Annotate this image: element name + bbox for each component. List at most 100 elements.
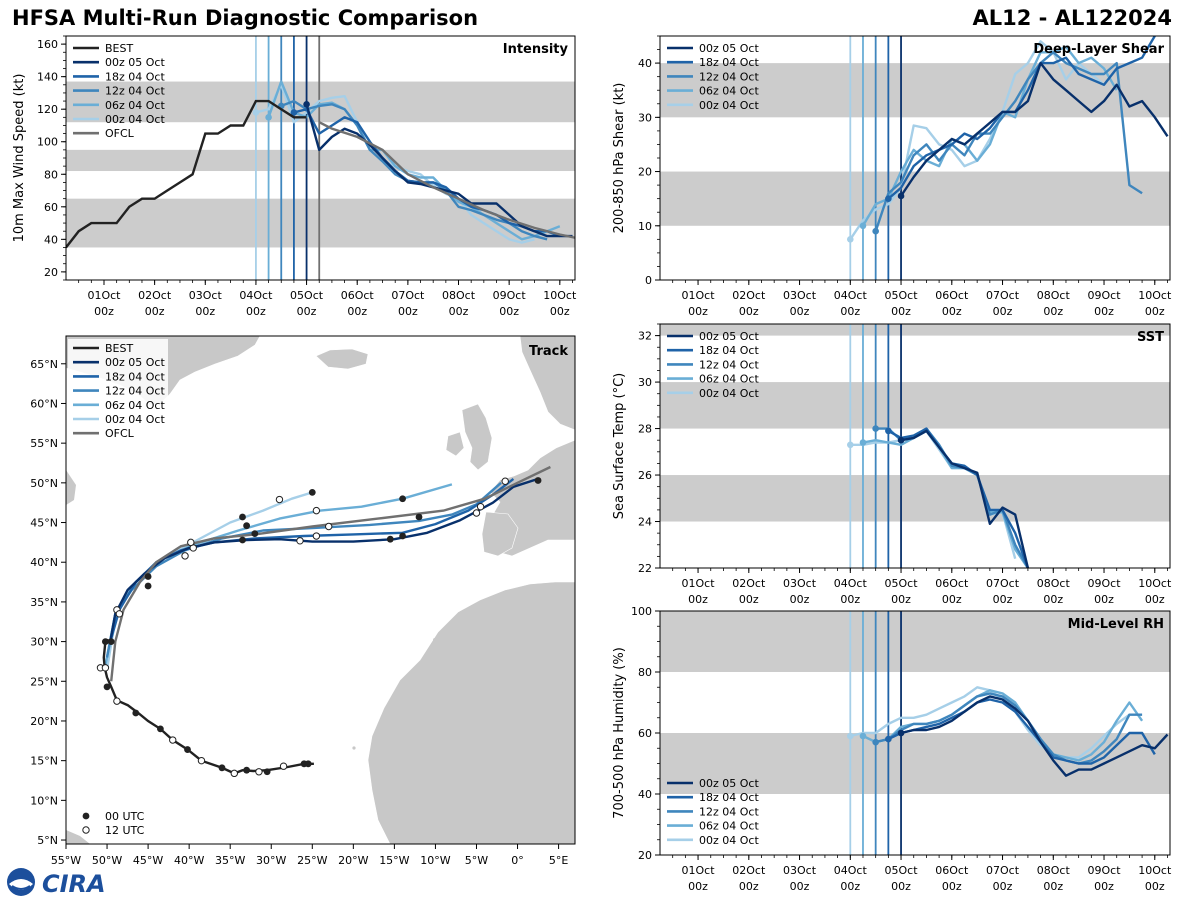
track-ytick-label: 15°N bbox=[30, 755, 58, 768]
sst-frame bbox=[659, 323, 1171, 569]
rh-start-point-4 bbox=[846, 732, 854, 740]
shear-xtick-hour: 00z bbox=[993, 305, 1013, 318]
track-x-axis: 55°W 50°W 45°W 40°W 35°W 30°W 25°W 20°W 15°W 10°W… bbox=[51, 844, 568, 867]
intensity-ytick-label: 140 bbox=[37, 71, 58, 84]
rh-xtick-date: 07Oct bbox=[986, 864, 1020, 877]
shear-xtick-hour: 00z bbox=[1145, 305, 1165, 318]
sst-xtick-hour: 00z bbox=[1145, 593, 1165, 606]
track-point-00utc bbox=[132, 709, 140, 717]
track-panel-title: Track bbox=[529, 344, 568, 359]
newfoundland-land bbox=[66, 470, 76, 505]
rh-y-axis: 20 40 60 80 100 bbox=[631, 605, 660, 862]
sst-legend-label: 18z 04 Oct bbox=[699, 344, 759, 357]
shear-line-18z-04-Oct bbox=[887, 36, 1156, 200]
sst-band-1 bbox=[660, 382, 1170, 429]
rh-line-12z-04-Oct bbox=[875, 692, 1143, 765]
intensity-ofcl-line-series bbox=[318, 121, 575, 239]
track-ytick-label: 10°N bbox=[30, 794, 58, 807]
shear-xtick-hour: 00z bbox=[942, 305, 962, 318]
sst-legend-label: 00z 04 Oct bbox=[699, 387, 759, 400]
track-legend-label: OFCL bbox=[105, 427, 135, 440]
rh-xtick-date: 10Oct bbox=[1138, 864, 1172, 877]
shear-band-0 bbox=[660, 171, 1170, 226]
rh-ytick-label: 40 bbox=[638, 788, 652, 801]
rh-xtick-hour: 00z bbox=[688, 880, 708, 893]
sst-start-point-2 bbox=[872, 425, 879, 432]
intensity-y-axis: 20 40 60 80 100 120 140 160 bbox=[37, 35, 66, 281]
rh-legend-label: 00z 05 Oct bbox=[699, 777, 759, 790]
track-xtick-label: 50°W bbox=[92, 854, 122, 867]
shear-x-axis: 01Oct 00z 02Oct 00z 03Oct 00z 04Oct 00z 05Oct 00z… bbox=[672, 280, 1172, 318]
intensity-xtick-hour: 00z bbox=[499, 305, 519, 318]
intensity-ytick-label: 100 bbox=[37, 136, 58, 149]
track-point-12utc bbox=[169, 736, 177, 744]
track-point-00utc bbox=[102, 638, 109, 645]
track-xtick-label: 15°W bbox=[379, 854, 409, 867]
track-ytick-label: 40°N bbox=[30, 556, 58, 569]
rh-start-point-1 bbox=[885, 735, 892, 743]
track-point-00utc bbox=[103, 683, 111, 691]
intensity-ytick-label: 160 bbox=[37, 38, 58, 51]
track-point-00utc bbox=[415, 513, 423, 521]
sst-bands bbox=[660, 324, 1170, 522]
sst-band-2 bbox=[660, 324, 1170, 336]
shear-legend-label: 18z 04 Oct bbox=[699, 56, 759, 69]
track-xtick-label: 25°W bbox=[297, 854, 327, 867]
track-point-00utc bbox=[399, 532, 406, 540]
rh-xtick-hour: 00z bbox=[739, 880, 759, 893]
track-point-12utc bbox=[312, 506, 321, 515]
track-xtick-label: 35°W bbox=[215, 854, 245, 867]
track-point-00utc bbox=[239, 513, 246, 521]
rh-xtick-date: 04Oct bbox=[834, 864, 868, 877]
track-ytick-label: 30°N bbox=[30, 636, 58, 649]
sst-xtick-date: 09Oct bbox=[1088, 577, 1122, 590]
track-point-00utc bbox=[251, 530, 259, 538]
sst-ytick-label: 28 bbox=[638, 423, 652, 436]
africa-land bbox=[367, 581, 575, 844]
track-legend-label: BEST bbox=[105, 342, 133, 355]
shear-ytick-label: 10 bbox=[638, 220, 652, 233]
track-ytick-label: 45°N bbox=[30, 517, 58, 530]
figure-title: HFSA Multi-Run Diagnostic Comparison bbox=[12, 6, 479, 30]
cira-logo: CIRA bbox=[4, 866, 114, 898]
intensity-init-lines bbox=[255, 36, 321, 280]
rh-start-point-0 bbox=[897, 729, 905, 737]
scandinavia-land bbox=[519, 336, 575, 431]
rh-legend-label: 18z 04 Oct bbox=[699, 791, 759, 804]
intensity-y-label: 10m Max Wind Speed (kt) bbox=[12, 74, 27, 243]
track-marker-legend-label: 12 UTC bbox=[105, 824, 145, 837]
intensity-xtick-hour: 00z bbox=[94, 305, 114, 318]
rh-bands bbox=[660, 611, 1170, 794]
shear-panel-title: Deep-Layer Shear bbox=[1033, 42, 1164, 57]
track-point-00utc bbox=[144, 582, 152, 590]
intensity-xtick-date: 06Oct bbox=[341, 289, 375, 302]
rh-xtick-hour: 00z bbox=[891, 880, 911, 893]
intensity-panel-title: Intensity bbox=[503, 42, 569, 57]
track-legend-label: 00z 04 Oct bbox=[105, 413, 165, 426]
track-point-12utc bbox=[197, 756, 206, 765]
sst-band-0 bbox=[660, 475, 1170, 522]
rh-xtick-date: 08Oct bbox=[1037, 864, 1071, 877]
track-ytick-label: 65°N bbox=[30, 358, 58, 371]
storm-id-title: AL12 - AL122024 bbox=[972, 6, 1173, 30]
intensity-series bbox=[66, 80, 575, 249]
intensity-xtick-date: 01Oct bbox=[87, 289, 121, 302]
rh-legend-label: 00z 04 Oct bbox=[699, 834, 759, 847]
track-y-axis: 5°N 10°N 15°N 20°N 25°N 30°N 35°N 40°N 45°N 50°N 5… bbox=[30, 358, 66, 847]
track-ofcl-line bbox=[110, 465, 551, 682]
track-legend-label: 00z 05 Oct bbox=[105, 356, 165, 369]
track-point-00utc bbox=[386, 535, 394, 543]
shear-ytick-label: 20 bbox=[638, 166, 652, 179]
sst-start-point-4 bbox=[846, 441, 854, 449]
sst-xtick-date: 04Oct bbox=[834, 577, 868, 590]
sst-xtick-date: 02Oct bbox=[732, 577, 766, 590]
track-xtick-label: 0° bbox=[511, 854, 524, 867]
shear-legend-label: 12z 04 Oct bbox=[699, 70, 759, 83]
track-ytick-label: 50°N bbox=[30, 477, 58, 490]
intensity-legend-label: OFCL bbox=[105, 127, 135, 140]
shear-line-00z-05-Oct bbox=[900, 61, 1169, 197]
track-frame bbox=[65, 335, 576, 845]
track-point-00utc bbox=[243, 766, 251, 774]
